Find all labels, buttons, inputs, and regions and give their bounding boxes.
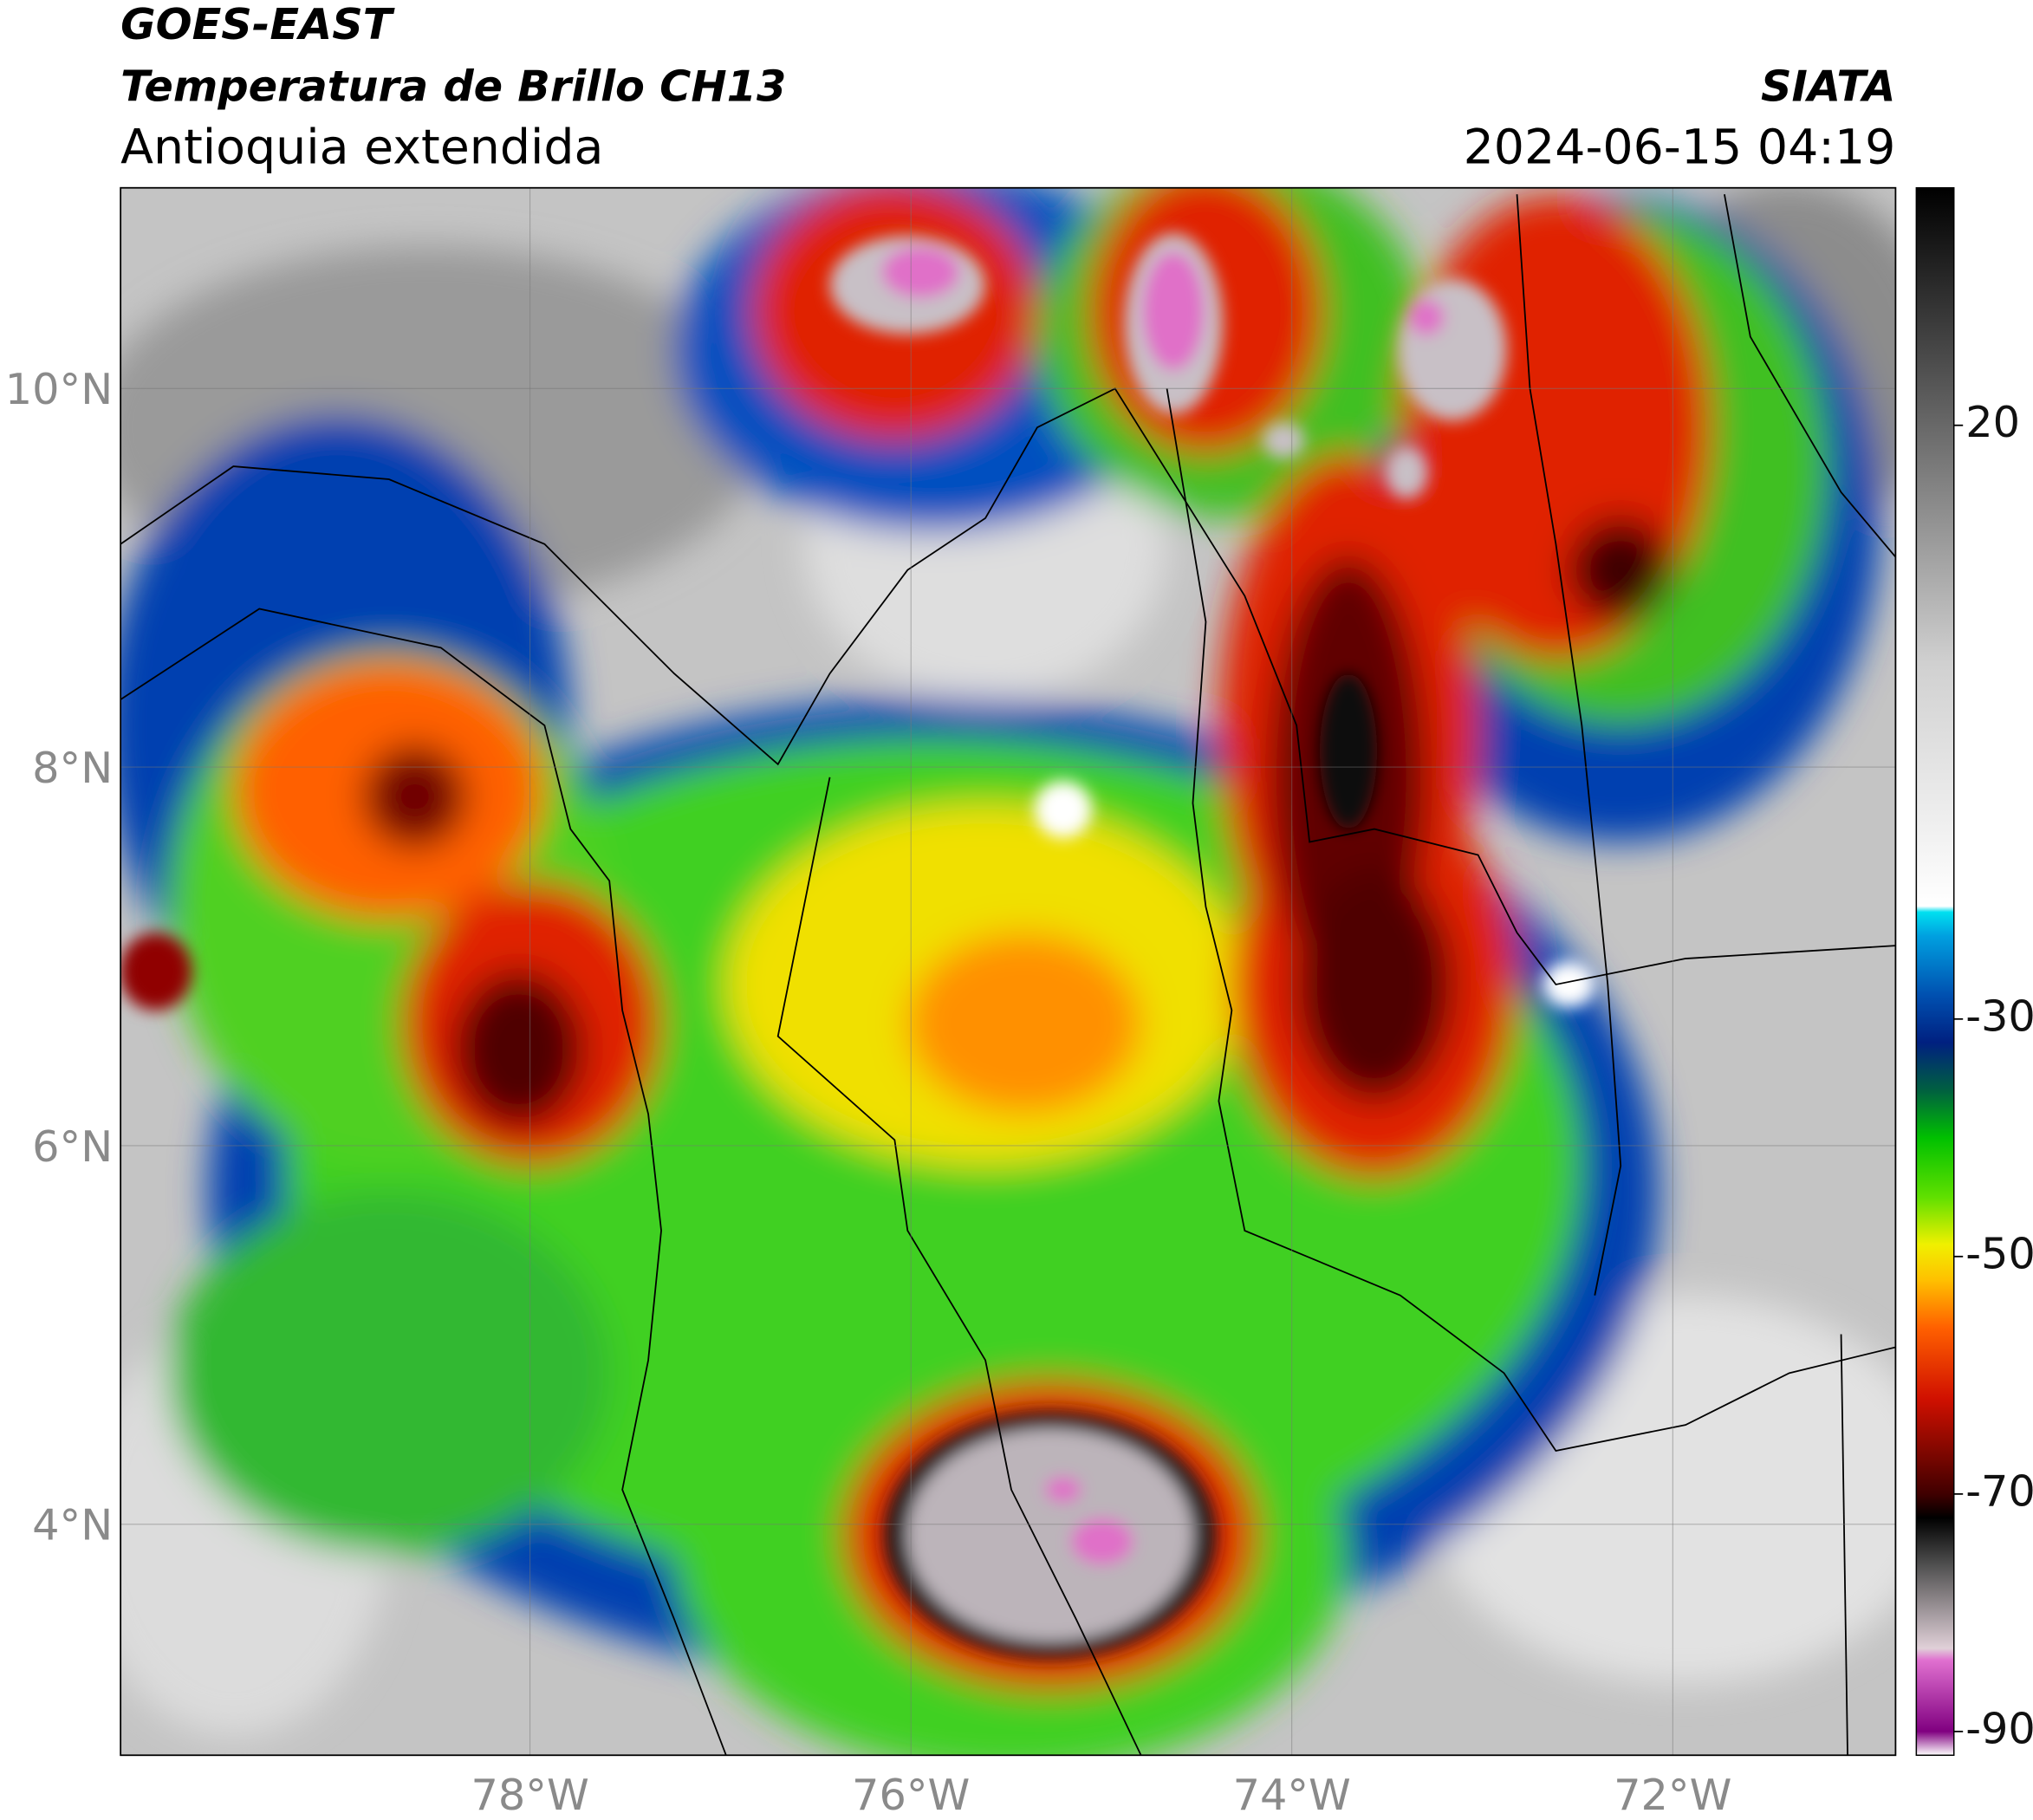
x-tick-label: 78°W bbox=[471, 1770, 589, 1820]
y-tick-label: 10°N bbox=[5, 364, 113, 414]
y-tick-label: 8°N bbox=[32, 743, 113, 793]
colorbar bbox=[1915, 186, 1955, 1757]
x-tick-label: 76°W bbox=[852, 1770, 970, 1820]
colorbar-tick-label: -30 bbox=[1965, 991, 2033, 1041]
colorbar-tick-label: 20 bbox=[1965, 397, 2020, 447]
title: GOES-EAST bbox=[120, 0, 395, 49]
datetime: 2024-06-15 04:19 bbox=[1464, 120, 1896, 175]
x-tick-label: 72°W bbox=[1614, 1770, 1731, 1820]
y-tick-label: 4°N bbox=[32, 1500, 113, 1550]
colorbar-ticks: 20 -30 -50 -70 -90 bbox=[1953, 397, 2033, 1753]
source: SIATA bbox=[1761, 62, 1895, 112]
title: Temperatura de Brillo CH13 bbox=[120, 62, 786, 112]
borders bbox=[120, 194, 1896, 1756]
colorbar-tick-label: -90 bbox=[1965, 1703, 2033, 1753]
y-tick-label: 6°N bbox=[32, 1121, 113, 1172]
x-tick-label: 74°W bbox=[1233, 1770, 1351, 1820]
graticule: 78°W 76°W 74°W 72°W 10°N 8°N 6°N 4°N bbox=[5, 187, 1896, 1820]
colorbar-tick-label: -50 bbox=[1965, 1228, 2033, 1278]
map-frame bbox=[120, 186, 1897, 1757]
subtitle: Antioquia extendida bbox=[120, 120, 603, 175]
colorbar-tick-label: -70 bbox=[1965, 1466, 2033, 1516]
satellite-image bbox=[120, 187, 1896, 1756]
